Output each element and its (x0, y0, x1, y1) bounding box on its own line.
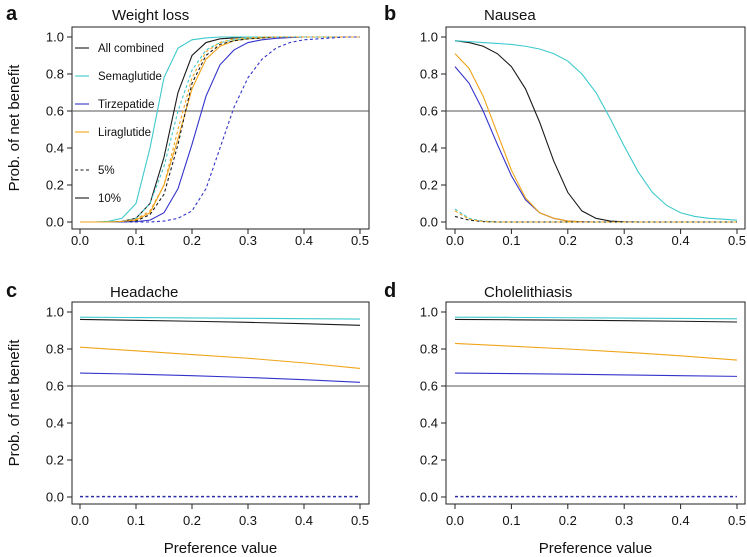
y-tick-label: 0.4 (420, 141, 438, 156)
x-tick-label: 0.2 (183, 233, 201, 248)
panel-letter: a (6, 3, 18, 25)
y-tick-label: 1.0 (46, 305, 64, 320)
y-tick-label: 0.8 (46, 67, 64, 82)
series-line-liraglutide-5- (454, 210, 737, 223)
legend-label: 10% (98, 193, 121, 205)
series-line-tirzepatide (79, 372, 361, 383)
series-line-all-combined (454, 40, 737, 223)
y-tick-label: 0.6 (420, 379, 438, 394)
x-tick-label: 0.3 (615, 513, 633, 528)
series-line-semaglutide (79, 316, 361, 320)
series-line-all-combined (454, 318, 738, 323)
y-tick-label: 0.0 (420, 490, 438, 505)
plot-frame (71, 301, 370, 505)
y-tick-label: 0.4 (46, 141, 64, 156)
y-tick-label: 0.4 (46, 416, 64, 431)
x-tick-label: 0.5 (728, 233, 746, 248)
y-tick-label: 0.6 (46, 104, 64, 119)
panel-letter: c (6, 280, 17, 302)
x-tick-label: 0.5 (728, 513, 746, 528)
series-line-tirzepatide-5- (80, 36, 360, 223)
x-tick-label: 0.5 (351, 513, 369, 528)
y-tick-label: 0.0 (420, 215, 438, 230)
panel-weight-loss: a Weight loss 0.0 0.2 0.4 0.6 0.8 1.0 0.0 0.1 0.2 0… (6, 3, 370, 248)
plot-frame (71, 26, 370, 230)
panel-title: Weight loss (112, 7, 189, 24)
x-tick-label: 0.3 (239, 513, 257, 528)
x-tick-label: 0.0 (71, 233, 89, 248)
legend-label: Tirzepatide (98, 99, 154, 111)
y-tick-label: 1.0 (420, 30, 438, 45)
panel-title: Headache (110, 284, 178, 301)
x-axis-label: Preference value (539, 540, 652, 557)
plot-frame (445, 26, 746, 230)
y-tick-label: 0.6 (420, 104, 438, 119)
x-tick-label: 0.3 (239, 233, 257, 248)
y-tick-label: 0.2 (46, 178, 64, 193)
series-line-liraglutide-5- (80, 36, 360, 223)
x-axis-label: Preference value (164, 540, 277, 557)
y-tick-label: 1.0 (46, 30, 64, 45)
x-tick-label: 0.1 (127, 233, 145, 248)
legend-label: Semaglutide (98, 71, 162, 83)
y-tick-label: 0.8 (46, 342, 64, 357)
plot-frame (445, 301, 746, 505)
panel-headache: c Headache 0.0 0.2 0.4 0.6 0.8 1.0 0.0 0.1 0.2 0.3 0… (6, 280, 370, 557)
x-tick-label: 0.0 (71, 513, 89, 528)
x-tick-label: 0.1 (502, 513, 520, 528)
x-tick-label: 0.3 (615, 233, 633, 248)
x-tick-label: 0.4 (295, 513, 313, 528)
x-tick-label: 0.1 (502, 233, 520, 248)
x-tick-label: 0.5 (351, 233, 369, 248)
series-line-all-combined-5- (454, 215, 737, 223)
series-line-liraglutide (454, 342, 738, 361)
y-axis-label: Prob. of net benefit (6, 64, 23, 192)
panel-title: Nausea (484, 7, 536, 24)
panel-cholelithiasis: d Cholelithiasis 0.0 0.2 0.4 0.6 0.8 1.0 0.0 0.1 0… (384, 280, 746, 557)
panel-nausea: b Nausea 0.0 0.2 0.4 0.6 0.8 1.0 0.0 0.1 0.2 0.3 0.4… (384, 3, 746, 248)
x-tick-label: 0.2 (183, 513, 201, 528)
series-line-semaglutide (454, 40, 738, 221)
y-tick-label: 0.0 (46, 490, 64, 505)
series-line-tirzepatide (454, 66, 737, 223)
y-tick-label: 0.8 (420, 67, 438, 82)
x-tick-label: 0.0 (446, 513, 464, 528)
y-tick-label: 0.2 (420, 178, 438, 193)
legend-label: Liraglutide (98, 127, 151, 139)
panel-letter: b (384, 3, 396, 25)
series-line-tirzepatide (454, 372, 738, 377)
legend-label: 5% (98, 165, 115, 177)
x-tick-label: 0.2 (559, 233, 577, 248)
y-tick-label: 0.2 (420, 453, 438, 468)
y-tick-label: 0.8 (420, 342, 438, 357)
y-tick-label: 0.4 (420, 416, 438, 431)
series-line-semaglutide-5- (454, 208, 737, 223)
legend-label: All combined (98, 43, 164, 55)
legend: All combined Semaglutide Tirzepatide Liragl… (75, 43, 164, 205)
x-tick-label: 0.4 (672, 513, 690, 528)
series-line-all-combined (79, 318, 361, 326)
x-tick-label: 0.0 (446, 233, 464, 248)
x-tick-label: 0.4 (672, 233, 690, 248)
y-axis-label: Prob. of net benefit (6, 339, 23, 467)
series-line-semaglutide (454, 316, 738, 320)
x-tick-label: 0.4 (295, 233, 313, 248)
series-line-liraglutide (79, 346, 361, 369)
y-tick-label: 0.0 (46, 215, 64, 230)
panel-letter: d (384, 280, 396, 302)
y-tick-label: 0.2 (46, 453, 64, 468)
x-tick-label: 0.2 (559, 513, 577, 528)
x-tick-label: 0.1 (127, 513, 145, 528)
series-line-liraglutide (454, 53, 737, 223)
y-tick-label: 1.0 (420, 305, 438, 320)
panel-title: Cholelithiasis (484, 284, 572, 301)
y-tick-label: 0.6 (46, 379, 64, 394)
